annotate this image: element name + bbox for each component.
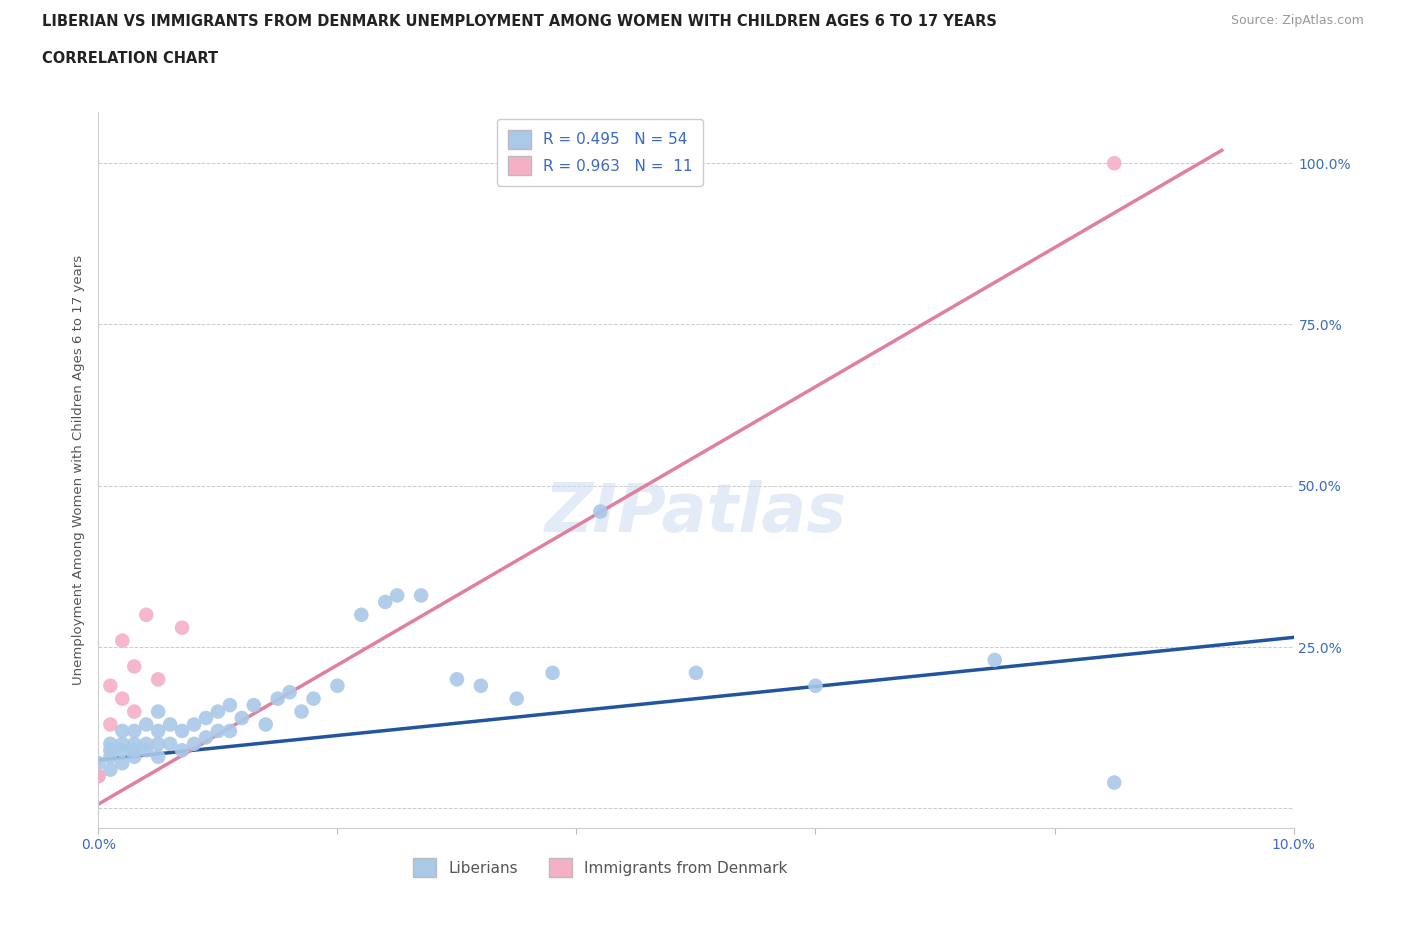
Point <box>124 724 146 738</box>
Point <box>195 730 218 745</box>
Point <box>124 743 146 758</box>
Point <box>302 691 325 706</box>
Point <box>541 666 564 681</box>
Point <box>135 717 157 732</box>
Point <box>183 717 205 732</box>
Point <box>195 711 218 725</box>
Point <box>87 769 110 784</box>
Point <box>100 717 122 732</box>
Point <box>243 698 266 712</box>
Point <box>984 653 1007 668</box>
Point <box>148 671 170 686</box>
Point <box>278 684 301 699</box>
Point <box>135 607 157 622</box>
Point <box>111 756 134 771</box>
Point <box>231 711 253 725</box>
Point <box>111 691 134 706</box>
Point <box>100 763 122 777</box>
Text: Source: ZipAtlas.com: Source: ZipAtlas.com <box>1230 14 1364 27</box>
Point <box>685 666 707 681</box>
Point <box>589 504 612 519</box>
Point <box>470 678 492 693</box>
Point <box>207 724 229 738</box>
Point <box>111 633 134 648</box>
Y-axis label: Unemployment Among Women with Children Ages 6 to 17 years: Unemployment Among Women with Children A… <box>72 255 86 684</box>
Text: LIBERIAN VS IMMIGRANTS FROM DENMARK UNEMPLOYMENT AMONG WOMEN WITH CHILDREN AGES : LIBERIAN VS IMMIGRANTS FROM DENMARK UNEM… <box>42 14 997 29</box>
Point <box>183 737 205 751</box>
Point <box>124 737 146 751</box>
Point <box>148 750 170 764</box>
Point <box>111 737 134 751</box>
Point <box>506 691 529 706</box>
Text: CORRELATION CHART: CORRELATION CHART <box>42 51 218 66</box>
Point <box>1104 775 1126 790</box>
Point <box>111 724 134 738</box>
Point <box>159 737 181 751</box>
Point <box>1104 155 1126 170</box>
Point <box>267 691 290 706</box>
Point <box>148 737 170 751</box>
Point <box>374 594 396 609</box>
Point <box>87 756 110 771</box>
Point <box>135 737 157 751</box>
Point <box>135 743 157 758</box>
Point <box>148 704 170 719</box>
Point <box>172 620 194 635</box>
Point <box>100 743 122 758</box>
Point <box>207 704 229 719</box>
Point <box>385 588 409 603</box>
Point <box>219 698 242 712</box>
Text: ZIPatlas: ZIPatlas <box>546 480 846 546</box>
Point <box>219 724 242 738</box>
Point <box>100 750 122 764</box>
Point <box>87 769 110 784</box>
Point <box>326 678 349 693</box>
Point <box>124 659 146 674</box>
Legend: Liberians, Immigrants from Denmark: Liberians, Immigrants from Denmark <box>406 851 794 884</box>
Point <box>124 750 146 764</box>
Point <box>100 678 122 693</box>
Point <box>446 671 468 686</box>
Point <box>172 743 194 758</box>
Point <box>350 607 373 622</box>
Point <box>159 717 181 732</box>
Point <box>254 717 277 732</box>
Point <box>124 704 146 719</box>
Point <box>148 724 170 738</box>
Point <box>172 724 194 738</box>
Point <box>291 704 314 719</box>
Point <box>100 737 122 751</box>
Point <box>411 588 433 603</box>
Point <box>111 743 134 758</box>
Point <box>804 678 827 693</box>
